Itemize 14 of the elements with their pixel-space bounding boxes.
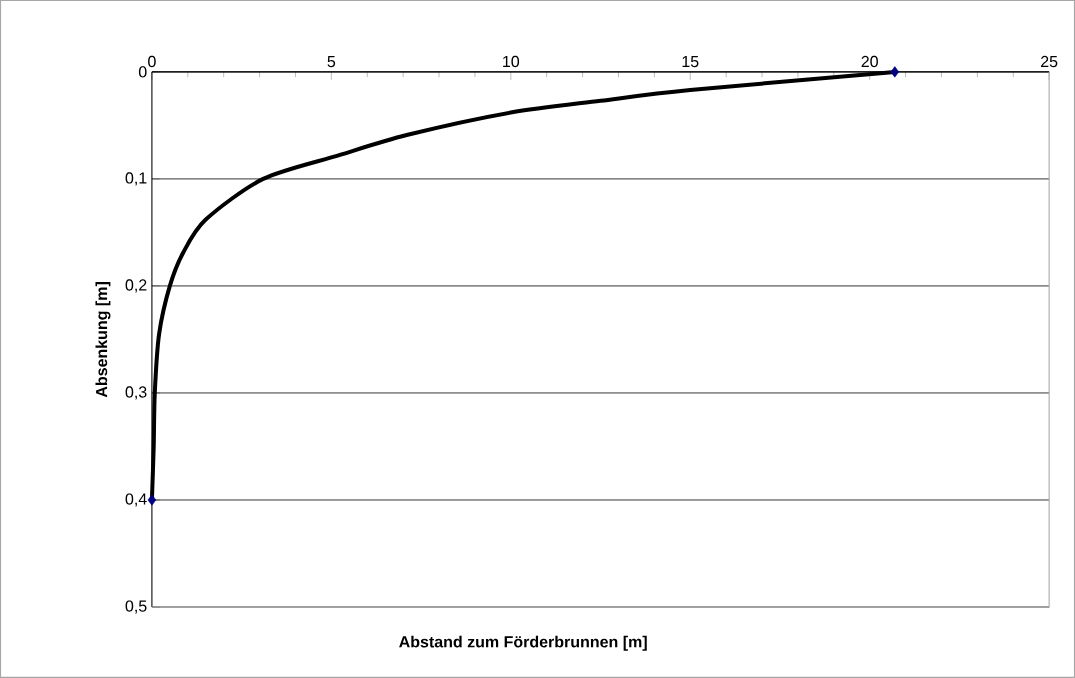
- x-tick-label: 15: [682, 56, 699, 68]
- y-axis-title: Absenkung [m]: [95, 282, 111, 398]
- x-tick-label: 10: [503, 55, 520, 68]
- y-tick-label: 0,2: [125, 279, 147, 293]
- y-tick-label: 0,3: [125, 386, 147, 400]
- y-tick-label: 0,4: [125, 493, 147, 507]
- x-tick-label: 20: [861, 55, 878, 68]
- y-tick-label: 0: [138, 66, 147, 78]
- y-tick-label: 0,5: [125, 600, 147, 614]
- x-tick-label: 25: [1041, 55, 1058, 68]
- x-tick-label: 0: [148, 55, 156, 68]
- x-axis-title: Abstand zum Förderbrunnen [m]: [399, 635, 647, 651]
- y-tick-label: 0,1: [125, 172, 147, 186]
- x-tick-label: 5: [327, 56, 336, 68]
